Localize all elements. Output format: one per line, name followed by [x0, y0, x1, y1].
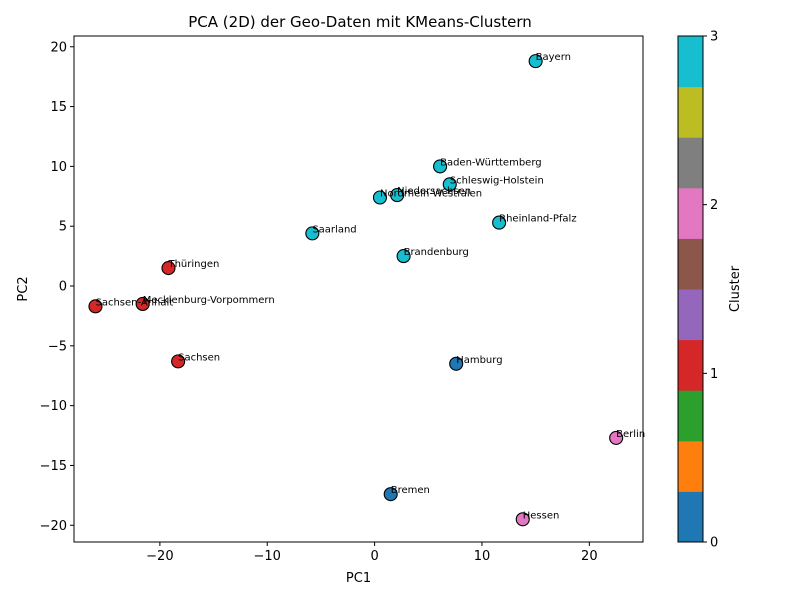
point-label: Bremen — [391, 485, 430, 496]
data-point — [609, 430, 624, 445]
point-label: Schleswig-Holstein — [450, 175, 544, 186]
colorbar-segment — [678, 491, 703, 543]
colorbar-tick-label: 1 — [710, 367, 718, 382]
colorbar-segment — [678, 187, 703, 239]
point-label: Hamburg — [456, 355, 502, 366]
data-point — [528, 54, 543, 69]
colorbar-segment — [678, 137, 703, 189]
colorbar-segment — [678, 339, 703, 391]
point-label: Baden-Württemberg — [440, 157, 542, 168]
colorbar-segment — [678, 238, 703, 290]
x-tick-label: 0 — [370, 549, 378, 564]
y-tick-label: −5 — [48, 339, 67, 354]
y-tick-label: 15 — [50, 100, 67, 115]
point-label: Rheinland-Pfalz — [499, 214, 576, 225]
colorbar-tick-label: 0 — [710, 536, 718, 551]
point-label: Brandenburg — [404, 247, 469, 258]
data-point — [396, 249, 411, 264]
x-tick-label: 20 — [581, 549, 598, 564]
colorbar-tick-label: 2 — [710, 198, 718, 213]
point-label: Hessen — [523, 510, 560, 521]
point-label: Thüringen — [167, 259, 219, 270]
colorbar-segment — [678, 440, 703, 492]
colorbar-segment — [678, 289, 703, 341]
y-tick-label: −15 — [40, 459, 67, 474]
data-point — [515, 512, 530, 527]
x-tick-label: 10 — [474, 549, 491, 564]
x-axis-label: PC1 — [346, 571, 371, 586]
data-point — [135, 296, 150, 312]
data-point — [390, 188, 405, 203]
data-point — [372, 190, 388, 205]
point-label: Bayern — [536, 52, 571, 63]
colorbar-segment — [678, 36, 703, 88]
data-point — [449, 356, 464, 371]
colorbar-segment — [678, 390, 703, 442]
plot-area: −20 −10 0 10 20 −20 −15 −10 −5 0 5 10 15 20 Bayern Bade… — [40, 40, 646, 564]
point-label: Sachsen — [178, 352, 220, 363]
data-point — [492, 215, 507, 230]
plot-frame — [73, 35, 644, 543]
point-label: Niedersachsen — [397, 186, 471, 197]
y-tick-label: 5 — [59, 220, 67, 235]
x-tick-label: −10 — [254, 549, 281, 564]
data-point — [171, 354, 186, 369]
data-point — [442, 177, 457, 192]
x-tick-label: −20 — [146, 549, 173, 564]
data-point — [161, 261, 176, 276]
data-point — [305, 226, 320, 241]
data-point — [383, 487, 398, 502]
point-label: Nordrhein-Westfalen — [380, 188, 482, 199]
y-tick-label: 0 — [59, 280, 67, 295]
data-point — [88, 299, 103, 314]
y-axis-label: PC2 — [16, 276, 31, 301]
point-label: Sachsen-Anhalt — [95, 297, 173, 308]
colorbar: 0 1 2 3 — [677, 30, 718, 551]
data-point — [433, 159, 448, 174]
y-tick-label: 20 — [50, 40, 67, 55]
point-label: Mecklenburg-Vorpommern — [143, 295, 275, 306]
colorbar-frame — [677, 35, 704, 543]
point-label: Berlin — [616, 429, 645, 440]
y-tick-label: 10 — [50, 160, 67, 175]
y-tick-label: −10 — [40, 399, 67, 414]
y-tick-label: −20 — [40, 519, 67, 534]
colorbar-tick-label: 3 — [710, 30, 718, 45]
point-label: Saarland — [312, 224, 356, 235]
colorbar-label: Cluster — [728, 265, 743, 312]
colorbar-segment — [678, 86, 703, 138]
chart-title: PCA (2D) der Geo-Daten mit KMeans-Cluste… — [188, 13, 532, 31]
